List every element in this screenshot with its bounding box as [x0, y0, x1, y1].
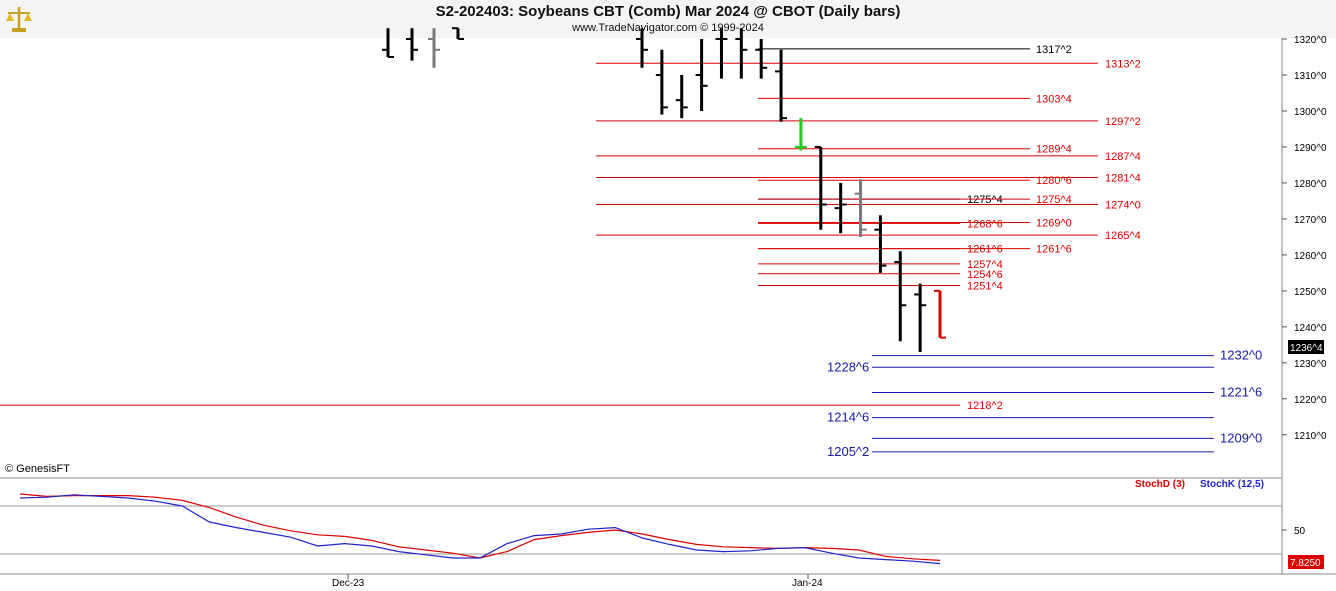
price-level-label: 1313^2 — [1105, 58, 1141, 70]
price-level-label: 1261^6 — [1036, 244, 1072, 256]
price-level-label: 1289^4 — [1036, 144, 1072, 156]
stoch-legend-d: StochD (3) — [1135, 479, 1185, 490]
time-tick-label: Jan-24 — [792, 578, 823, 589]
stoch-series-line — [19, 494, 941, 565]
price-level-label: 1221^6 — [1220, 384, 1262, 399]
price-level-label: 1265^4 — [1105, 230, 1141, 242]
price-level-label: 1214^6 — [827, 410, 869, 425]
price-level-label: 1269^0 — [1036, 217, 1072, 229]
price-level-label: 1274^0 — [1105, 200, 1141, 212]
price-level-label: 1280^6 — [1036, 175, 1072, 187]
price-tick-label: 1270^0 — [1294, 215, 1327, 226]
price-tick-label: 1280^0 — [1294, 179, 1327, 190]
price-tick-label: 1320^0 — [1294, 35, 1327, 46]
price-tick-label: 1300^0 — [1294, 107, 1327, 118]
price-level-label: 1317^2 — [1036, 44, 1072, 56]
price-tick-label: 1310^0 — [1294, 71, 1327, 82]
price-level-label: 1281^4 — [1105, 173, 1141, 185]
price-level-label: 1287^4 — [1105, 151, 1141, 163]
chart-header — [0, 0, 1336, 38]
price-tick-label: 1250^0 — [1294, 287, 1327, 298]
price-tick-label: 1220^0 — [1294, 395, 1327, 406]
last-price-label: 1236^4 — [1290, 343, 1323, 354]
stoch-value-tag — [1288, 555, 1324, 569]
price-level-label: 1275^4 — [1036, 194, 1072, 206]
stoch-value-label: 7.8250 — [1290, 558, 1321, 569]
stoch-series-line — [19, 493, 941, 561]
price-level-label: 1268^6 — [967, 218, 1003, 230]
stoch-legend-k: StochK (12,5) — [1200, 479, 1264, 490]
price-tick-label: 1230^0 — [1294, 359, 1327, 370]
chart-subtitle: www.TradeNavigator.com © 1999-2024 — [572, 22, 764, 34]
time-tick-label: Dec-23 — [332, 578, 365, 589]
chart-title: S2-202403: Soybeans CBT (Comb) Mar 2024 … — [435, 3, 901, 20]
price-level-label: 1275^4 — [967, 194, 1003, 206]
price-level-label: 1205^2 — [827, 444, 869, 459]
price-level-label: 1209^0 — [1220, 430, 1262, 445]
price-tick-label: 1240^0 — [1294, 323, 1327, 334]
price-level-label: 1228^6 — [827, 359, 869, 374]
price-level-label: 1297^2 — [1105, 116, 1141, 128]
copyright-text: © GenesisFT — [5, 463, 70, 475]
price-tick-label: 1260^0 — [1294, 251, 1327, 262]
price-tick-label: 1290^0 — [1294, 143, 1327, 154]
price-level-label: 1257^4 — [967, 259, 1003, 271]
price-level-label: 1251^4 — [967, 280, 1003, 292]
last-price-tag — [1288, 340, 1324, 354]
price-level-label: 1218^2 — [967, 400, 1003, 412]
scales-logo-icon — [6, 7, 32, 32]
price-level-label: 1303^4 — [1036, 93, 1072, 105]
stoch-tick-label: 50 — [1294, 526, 1306, 537]
price-level-label: 1261^6 — [967, 244, 1003, 256]
price-level-label: 1232^0 — [1220, 348, 1262, 363]
price-tick-label: 1210^0 — [1294, 431, 1327, 442]
price-level-label: 1254^6 — [967, 269, 1003, 281]
